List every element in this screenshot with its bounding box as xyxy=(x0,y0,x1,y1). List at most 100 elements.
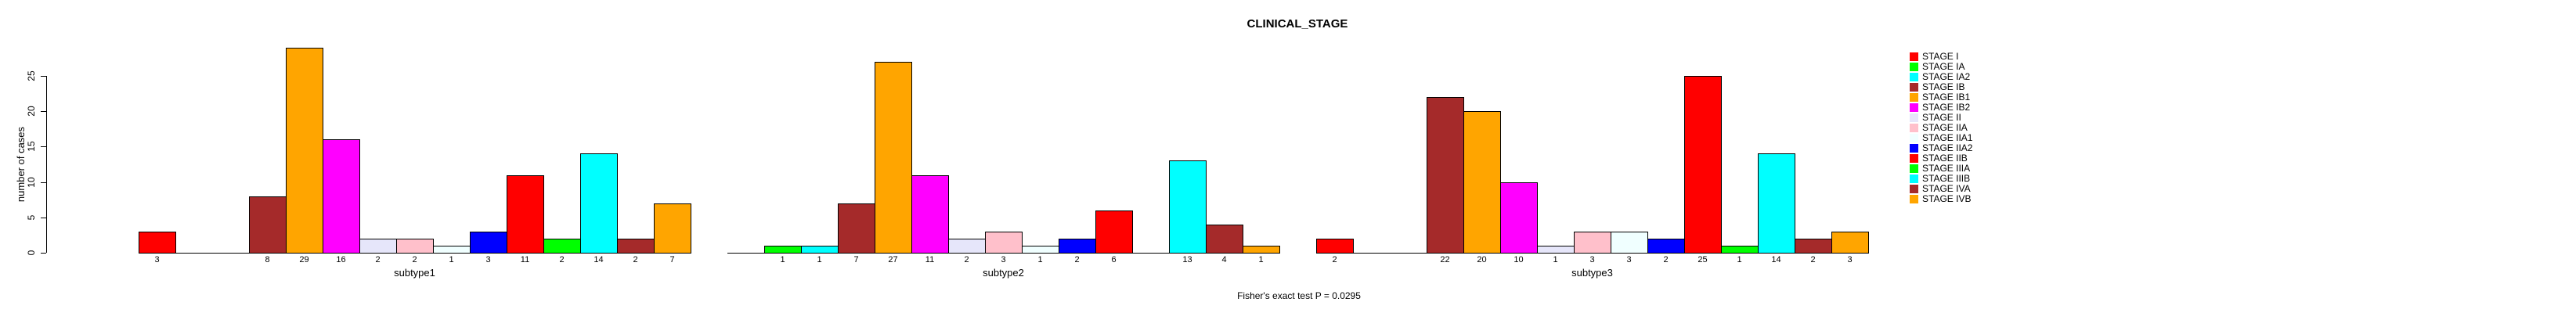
bar-subtype3-stage-ii xyxy=(1537,246,1575,254)
bar-value-label: 1 xyxy=(817,255,822,264)
legend-label: STAGE IIA1 xyxy=(1922,132,1973,143)
bar-subtype2-stage-ia2 xyxy=(801,246,839,254)
bar-subtype2-stage-iia1 xyxy=(1022,246,1059,254)
chart-title: CLINICAL_STAGE xyxy=(1247,17,1348,31)
legend-item-stage-ivb: STAGE IVB xyxy=(1910,194,1971,204)
y-tick xyxy=(41,253,46,254)
bar-subtype2-stage-iva xyxy=(1206,225,1243,254)
x-axis-label-subtype2: subtype2 xyxy=(983,267,1024,279)
bar-subtype2-stage-iia2 xyxy=(1059,239,1096,254)
y-tick xyxy=(41,146,46,148)
legend-label: STAGE I xyxy=(1922,51,1959,62)
bar-value-label: 3 xyxy=(485,255,491,264)
legend-label: STAGE IIIB xyxy=(1922,173,1971,184)
legend-swatch xyxy=(1910,83,1918,92)
legend-label: STAGE IA xyxy=(1922,61,1965,72)
bar-subtype1-stage-iiia xyxy=(543,239,581,254)
bar-subtype1-stage-iib xyxy=(507,175,544,254)
legend-swatch xyxy=(1910,144,1918,153)
legend-label: STAGE IVA xyxy=(1922,183,1971,194)
legend-item-stage-iva: STAGE IVA xyxy=(1910,184,1971,194)
legend-label: STAGE IB1 xyxy=(1922,92,1971,103)
y-tick xyxy=(41,76,46,77)
legend-item-stage-iiia: STAGE IIIA xyxy=(1910,164,1970,174)
legend-item-stage-ii: STAGE II xyxy=(1910,113,1961,123)
bar-value-label: 3 xyxy=(1626,255,1632,264)
bar-value-label: 2 xyxy=(412,255,417,264)
legend-swatch xyxy=(1910,63,1918,71)
bar-value-label: 3 xyxy=(1589,255,1595,264)
legend-item-stage-ib: STAGE IB xyxy=(1910,82,1964,92)
bar-value-label: 29 xyxy=(299,255,309,264)
bar-value-label: 8 xyxy=(265,255,270,264)
bar-subtype2-stage-ib1 xyxy=(875,62,912,254)
legend-label: STAGE IIIA xyxy=(1922,163,1971,174)
bar-value-label: 6 xyxy=(1111,255,1117,264)
y-tick-label: 5 xyxy=(26,214,37,221)
bar-value-label: 1 xyxy=(780,255,785,264)
bar-value-label: 1 xyxy=(449,255,454,264)
bar-value-label: 14 xyxy=(593,255,604,264)
legend-swatch xyxy=(1910,103,1918,112)
bar-value-label: 3 xyxy=(1001,255,1006,264)
legend-swatch xyxy=(1910,52,1918,61)
y-tick-label: 0 xyxy=(26,250,37,256)
bar-value-label: 20 xyxy=(1477,255,1487,264)
bar-value-label: 1 xyxy=(1258,255,1264,264)
bar-subtype1-stage-iiib xyxy=(580,153,618,254)
bar-subtype3-stage-iia2 xyxy=(1647,239,1685,254)
legend-item-stage-iib: STAGE IIB xyxy=(1910,153,1968,164)
legend-swatch xyxy=(1910,174,1918,183)
legend-item-stage-iia1: STAGE IIA1 xyxy=(1910,133,1972,143)
bar-value-label: 25 xyxy=(1697,255,1708,264)
legend-swatch xyxy=(1910,93,1918,102)
bar-value-label: 11 xyxy=(925,255,935,264)
bar-value-label: 27 xyxy=(888,255,898,264)
bar-subtype1-stage-ib2 xyxy=(323,139,360,254)
bar-value-label: 2 xyxy=(1074,255,1080,264)
bar-subtype2-stage-ii xyxy=(948,239,986,254)
bar-subtype1-stage-iva xyxy=(617,239,655,254)
legend-item-stage-iia2: STAGE IIA2 xyxy=(1910,143,1972,153)
bar-subtype3-stage-ib1 xyxy=(1463,111,1501,254)
bar-subtype3-stage-ivb xyxy=(1831,232,1869,254)
bar-value-label: 2 xyxy=(964,255,969,264)
bar-subtype1-stage-i xyxy=(139,232,176,254)
y-tick xyxy=(41,111,46,113)
bar-subtype1-stage-iia1 xyxy=(433,246,471,254)
bar-subtype1-stage-iia xyxy=(396,239,434,254)
bar-subtype1-stage-ib1 xyxy=(286,48,323,254)
bar-value-label: 3 xyxy=(154,255,160,264)
legend-swatch xyxy=(1910,154,1918,163)
bar-value-label: 2 xyxy=(1810,255,1816,264)
bar-subtype2-stage-iiib xyxy=(1169,160,1207,254)
legend-swatch xyxy=(1910,124,1918,132)
legend-label: STAGE IIA2 xyxy=(1922,142,1973,153)
bar-subtype3-stage-iiia xyxy=(1721,246,1759,254)
legend-swatch xyxy=(1910,134,1918,142)
bar-subtype3-stage-ib2 xyxy=(1500,182,1538,254)
bar-value-label: 1 xyxy=(1553,255,1558,264)
y-tick xyxy=(41,182,46,183)
bar-value-label: 7 xyxy=(853,255,859,264)
y-axis-label: number of cases xyxy=(15,126,27,203)
bar-value-label: 2 xyxy=(1663,255,1669,264)
bar-subtype3-stage-ib xyxy=(1427,97,1464,254)
x-axis-label-subtype3: subtype3 xyxy=(1571,267,1613,279)
bar-value-label: 11 xyxy=(520,255,530,264)
legend-swatch xyxy=(1910,185,1918,193)
legend-swatch xyxy=(1910,195,1918,203)
y-tick-label: 10 xyxy=(26,176,37,188)
legend-label: STAGE IA2 xyxy=(1922,71,1971,82)
y-tick-label: 25 xyxy=(26,70,37,81)
x-axis-label-subtype1: subtype1 xyxy=(394,267,435,279)
bar-subtype3-stage-iib xyxy=(1684,76,1722,254)
legend-label: STAGE IVB xyxy=(1922,193,1972,204)
legend-item-stage-ia2: STAGE IA2 xyxy=(1910,72,1970,82)
bar-value-label: 14 xyxy=(1771,255,1781,264)
bar-value-label: 10 xyxy=(1513,255,1524,264)
fisher-test-annotation: Fisher's exact test P = 0.0295 xyxy=(1237,290,1361,301)
bar-value-label: 2 xyxy=(375,255,381,264)
legend-swatch xyxy=(1910,73,1918,81)
